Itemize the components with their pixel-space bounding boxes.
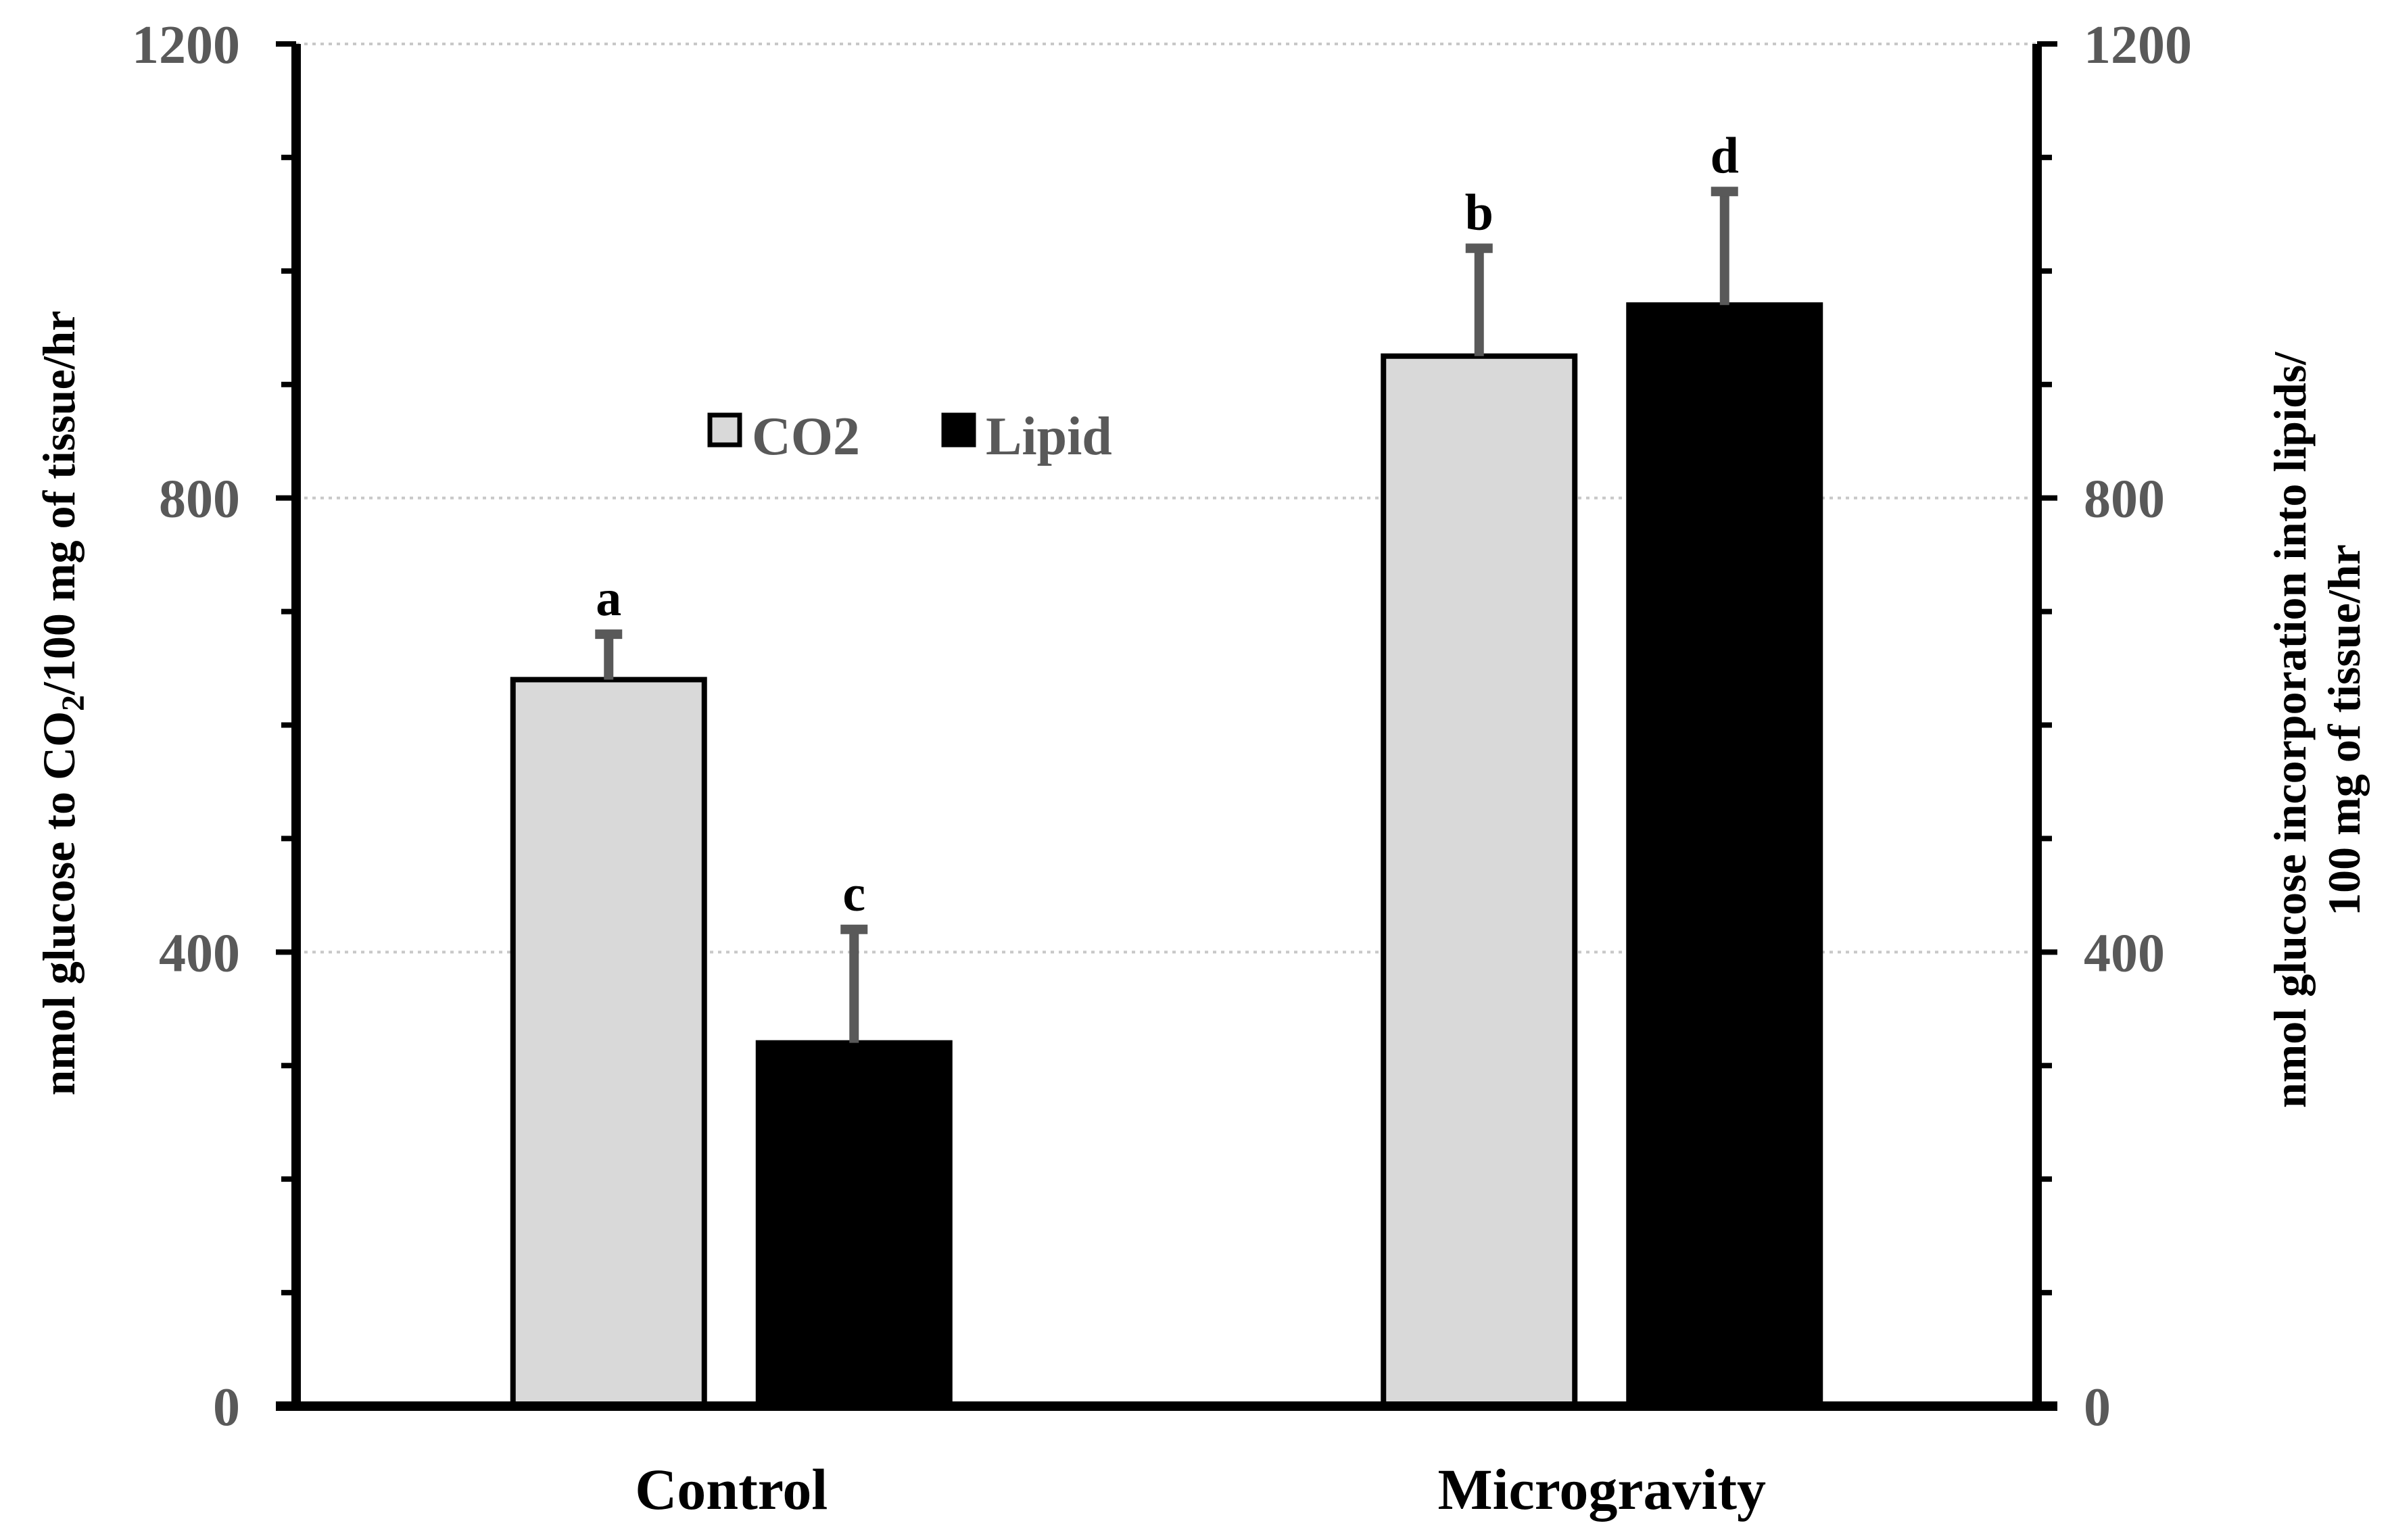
y-left-tick-label: 0 <box>213 1378 240 1437</box>
category-labels: Control Microgravity <box>635 1457 1766 1522</box>
legend-label-co2: CO2 <box>752 407 860 466</box>
axes <box>276 41 2057 1411</box>
bar-lipid-microgravity <box>1626 302 1823 1409</box>
category-label-microgravity: Microgravity <box>1437 1457 1766 1522</box>
y-axis-right-title-line1: nmol glucose incorporation into lipids/ <box>2264 352 2316 1108</box>
error-bars <box>595 187 1738 1043</box>
significance-label: b <box>1465 184 1493 241</box>
bar-co2-control <box>510 677 707 1409</box>
significance-label: c <box>842 865 865 922</box>
legend: CO2 Lipid <box>707 407 1112 466</box>
y-axis-right-title-line2: 100 mg of tissue/hr <box>2318 544 2370 916</box>
y-right-tick-label: 1200 <box>2084 16 2192 75</box>
bar-lipid-control <box>755 1040 953 1409</box>
bar-co2-microgravity <box>1381 353 1578 1409</box>
y-left-tick-label: 1200 <box>132 16 240 75</box>
gridlines <box>296 43 2037 954</box>
legend-swatch-lipid <box>941 412 976 448</box>
legend-swatch-co2 <box>707 412 742 448</box>
y-axis-left-title: nmol glucose to CO2/100 mg of tissue/hr <box>33 310 91 1095</box>
category-label-control: Control <box>635 1457 828 1522</box>
significance-labels: a c b d <box>596 127 1739 921</box>
y-right-tick-label: 400 <box>2084 923 2165 983</box>
bars <box>510 302 1823 1409</box>
significance-label: a <box>596 570 621 627</box>
y-left-tick-label: 400 <box>159 923 240 983</box>
y-right-tick-label: 800 <box>2084 470 2165 529</box>
tick-labels: 0 0 400 400 800 800 1200 1200 <box>132 16 2192 1437</box>
y-right-tick-label: 0 <box>2084 1378 2111 1437</box>
significance-label: d <box>1711 127 1739 184</box>
y-left-tick-label: 800 <box>159 470 240 529</box>
legend-label-lipid: Lipid <box>986 407 1112 466</box>
